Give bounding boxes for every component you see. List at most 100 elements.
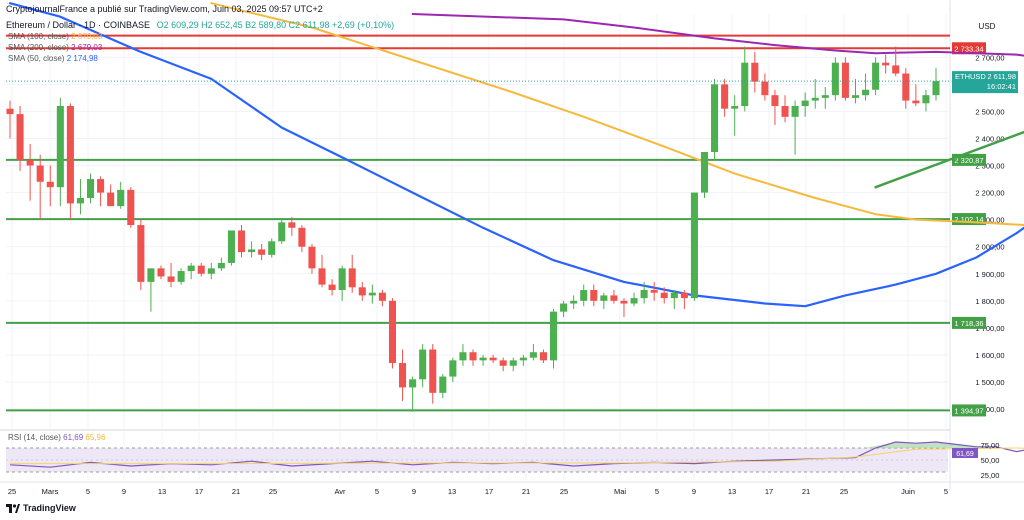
candle <box>711 84 719 152</box>
candle <box>308 246 316 269</box>
candle <box>268 241 276 255</box>
candle <box>338 268 346 290</box>
rsi-tick-label: 75,00 <box>981 441 1000 450</box>
candle <box>449 360 457 377</box>
level-tag-label: 1 394,97 <box>954 406 983 415</box>
price-tick-label: 1 600,00 <box>975 351 1004 360</box>
time-tick-label: 13 <box>158 487 166 496</box>
candle <box>56 106 64 188</box>
level-tag-label: 2 733,34 <box>954 44 983 53</box>
legend-sma50-label: SMA (50, close) <box>8 54 65 63</box>
candle <box>429 349 437 393</box>
legend-rsi-value-2: 65,96 <box>85 433 106 442</box>
time-tick-label: 5 <box>944 487 948 496</box>
candle <box>741 62 749 106</box>
candle <box>670 292 678 299</box>
last-price-tag <box>952 71 1018 94</box>
candle <box>630 298 638 304</box>
price-tick-label: 2 100,00 <box>975 216 1004 225</box>
candle <box>610 295 618 301</box>
rsi-overbought-fill <box>865 442 997 448</box>
candle <box>529 352 537 358</box>
candle <box>922 95 930 104</box>
candle <box>227 230 235 263</box>
candle <box>549 311 558 361</box>
trendline <box>874 130 1024 189</box>
price-tick-label: 1 400,00 <box>975 405 1004 414</box>
level-tag <box>952 316 986 329</box>
legend-sma100-label: SMA (100, close) <box>8 32 69 41</box>
price-tick-label: 2 400,00 <box>975 134 1004 143</box>
price-tick-label: 1 800,00 <box>975 297 1004 306</box>
candle <box>841 62 849 98</box>
candle <box>137 225 145 282</box>
candle <box>167 276 175 282</box>
candle <box>107 192 115 207</box>
candle <box>539 352 547 361</box>
legend-sma100[interactable]: SMA (100, close) 2 679,03 <box>8 32 102 41</box>
time-tick-label: 25 <box>269 487 277 496</box>
level-tag-label: 2 102,14 <box>954 215 983 224</box>
candle <box>640 290 648 299</box>
last-price-symbol: ETHUSD <box>955 72 986 81</box>
price-tick-label: 2 200,00 <box>975 189 1004 198</box>
tradingview-logo[interactable]: TradingView <box>6 503 76 513</box>
ohlc-values: O2 609,29 H2 652,45 B2 589,80 C2 611,98 … <box>156 20 395 30</box>
candle <box>419 349 427 380</box>
time-tick-label: 5 <box>86 487 90 496</box>
last-price-value: 2 611,98 <box>987 72 1016 81</box>
candle <box>761 81 769 96</box>
legend-sma200-value: 2 679,03 <box>71 43 103 52</box>
legend-sma50[interactable]: SMA (50, close) 2 174,98 <box>8 54 98 63</box>
candle <box>318 268 326 285</box>
candle <box>197 265 205 274</box>
candle <box>147 268 155 282</box>
candle <box>237 230 246 253</box>
candle <box>157 268 165 277</box>
candle <box>97 179 105 193</box>
candle <box>580 290 588 301</box>
candle <box>912 100 920 104</box>
candle <box>680 292 688 299</box>
time-tick-label: 17 <box>765 487 773 496</box>
candle <box>801 100 809 106</box>
candle <box>821 95 829 98</box>
symbol-title: Ethereum / Dollar · 1D · COINBASE <box>6 20 151 30</box>
candle <box>348 268 356 288</box>
candle <box>378 292 386 301</box>
candle <box>519 357 527 361</box>
candle <box>177 271 185 282</box>
time-tick-label: 25 <box>840 487 848 496</box>
sma100-line <box>210 2 1024 226</box>
candle <box>298 227 306 247</box>
legend-sma200[interactable]: SMA (200, close) 2 679,03 <box>8 43 102 52</box>
candle <box>499 360 507 366</box>
sma50-line <box>8 2 1024 308</box>
candle <box>872 62 880 90</box>
rsi-signal-line <box>10 447 1024 465</box>
price-tick-label: 1 900,00 <box>975 270 1004 279</box>
candle <box>26 160 34 166</box>
sma200-line <box>411 13 1024 57</box>
time-tick-label: 17 <box>485 487 493 496</box>
candle <box>469 352 477 361</box>
time-tick-label: Mars <box>42 487 59 496</box>
candle <box>932 81 940 96</box>
price-tick-label: 2 000,00 <box>975 243 1004 252</box>
candle <box>207 268 215 274</box>
candle <box>479 357 487 361</box>
time-tick-label: 21 <box>232 487 240 496</box>
candle <box>700 152 709 193</box>
candle <box>16 114 24 161</box>
candle <box>117 189 125 207</box>
legend-sma200-label: SMA (200, close) <box>8 43 69 52</box>
candle <box>399 363 407 388</box>
candle <box>620 300 628 304</box>
level-tag <box>952 42 986 55</box>
candle <box>489 357 497 361</box>
candle <box>459 352 467 361</box>
legend-rsi-value: 61,69 <box>63 433 84 442</box>
candle <box>650 290 658 293</box>
legend-rsi[interactable]: RSI (14, close) 61,69 65,96 <box>8 433 105 442</box>
